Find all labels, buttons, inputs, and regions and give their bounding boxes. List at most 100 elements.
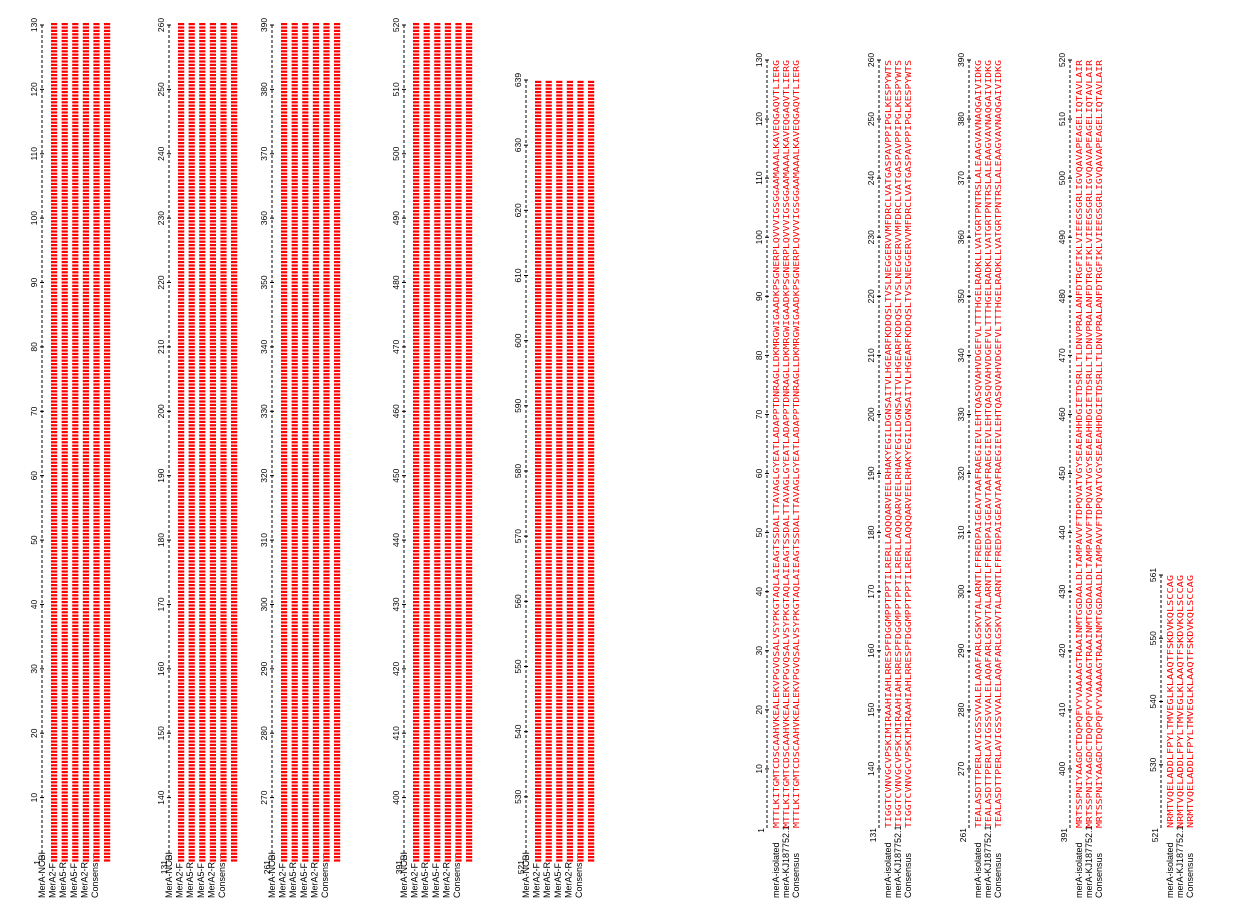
ruler-tick-label: 490 — [391, 211, 401, 225]
ruler-tick-label: 510 — [391, 82, 401, 96]
row-label: MerA-NCBI — [521, 852, 531, 898]
ruler-tick-label: 300 — [956, 584, 966, 598]
dna-block: MerA-NCBI MerA2-F MerA5-R MerA5-F MerA2-R Con… — [259, 18, 341, 898]
ruler-tick-label: 200 — [156, 404, 166, 418]
sequence-row — [535, 80, 542, 862]
protein-block: merA-isolated merA-KJ187752.1 Consensus 261… — [956, 53, 1003, 898]
sequence-row — [51, 23, 58, 862]
row-label: MerA5-R — [420, 861, 430, 898]
ruler-start: 521 — [1150, 828, 1160, 842]
row-label: MerA5-F — [553, 862, 563, 898]
row-label: MerA5-F — [299, 862, 309, 898]
ruler-tick-label: 510 — [1057, 112, 1067, 126]
ruler-tick-label: 100 — [754, 230, 764, 244]
ruler-tick-label: 620 — [513, 203, 523, 217]
row-label: MerA-NCBI — [37, 852, 47, 898]
ruler-tick-label: 550 — [1148, 631, 1158, 645]
row-label: merA-isolated — [883, 842, 893, 898]
row-label: MerA-NCBI — [399, 852, 409, 898]
ruler-start: 1 — [32, 860, 42, 865]
sequence-row — [231, 23, 238, 862]
ruler-tick-label: 400 — [391, 790, 401, 804]
ruler-tick-label: 520 — [391, 18, 401, 32]
sequence-row — [82, 23, 89, 862]
ruler-tick-label: 210 — [866, 348, 876, 362]
protein-sequence: MRTSSPNIYAAGDCTDQPQFVYVAAAAGTRAAINMTGGDA… — [1094, 60, 1104, 828]
ruler-start: 131 — [868, 828, 878, 842]
row-label: Consensus — [791, 852, 801, 898]
ruler-tick-label: 580 — [513, 464, 523, 478]
ruler-tick-label: 360 — [259, 211, 269, 225]
ruler-tick-label: 30 — [29, 664, 39, 674]
row-label: Consensus — [452, 852, 462, 898]
ruler-tick-label: 30 — [754, 646, 764, 656]
protein-sequence: MTTLKITGMTCDSCAAHVKEALEKVPGVQSALVSYPKGTA… — [771, 60, 781, 828]
ruler-tick-label: 350 — [956, 289, 966, 303]
row-label: merA-isolated — [1165, 842, 1175, 898]
ruler-tick-label: 50 — [29, 535, 39, 545]
ruler-tick-label: 430 — [1057, 584, 1067, 598]
dna-block: MerA-NCBI MerA2-F MerA5-R MerA5-F MerA2-R Con… — [391, 18, 473, 898]
sequence-row — [104, 23, 111, 862]
protein-sequence: TEALASDTTPERLAVIGSSVVALELAQAFARLGSKVTALA… — [973, 60, 983, 828]
ruler-tick-label: 220 — [866, 289, 876, 303]
ruler-tick-label: 330 — [259, 404, 269, 418]
ruler-tick-label: 490 — [1057, 230, 1067, 244]
ruler-tick-label: 240 — [866, 171, 876, 185]
ruler-tick-label: 480 — [391, 275, 401, 289]
protein-sequence: NRMTVQELADDLFPYLTMVEGLKLAAQTFSKDVKQLSCCA… — [1165, 575, 1175, 828]
ruler-start: 1 — [756, 828, 766, 833]
row-label: MerA5-F — [69, 862, 79, 898]
ruler-tick-label: 560 — [513, 594, 523, 608]
sequence-row — [455, 23, 462, 862]
ruler-tick-label: 180 — [866, 525, 876, 539]
ruler-start: 391 — [394, 860, 404, 874]
ruler-tick-label: 320 — [956, 466, 966, 480]
ruler-start: 391 — [1059, 828, 1069, 842]
sequence-row — [209, 23, 216, 862]
protein-block: merA-isolated merA-KJ187752.1 Consensus110… — [754, 53, 801, 898]
ruler-tick-label: 230 — [156, 211, 166, 225]
sequence-row — [545, 80, 552, 862]
sequence-row — [423, 23, 430, 862]
dna-block: MerA-NCBI MerA2-F MerA5-R MerA5-F MerA2-R Con… — [156, 18, 238, 898]
ruler-tick-label: 600 — [513, 333, 523, 347]
ruler-tick-label: 450 — [1057, 466, 1067, 480]
ruler-tick-label: 400 — [1057, 762, 1067, 776]
ruler-tick-label: 270 — [956, 762, 966, 776]
row-label: MerA5-F — [196, 862, 206, 898]
sequence-row — [312, 23, 319, 862]
protein-sequence: TIGGTCVNVGCVPSKIMIRAAHIAHLRRESPFDGGMPPTP… — [893, 60, 903, 828]
row-label: MerA5-F — [431, 862, 441, 898]
row-label: Consensus — [574, 852, 584, 898]
ruler-tick-label: 540 — [1148, 694, 1158, 708]
row-label: MerA2-F — [532, 862, 542, 898]
ruler-tick-label: 470 — [391, 340, 401, 354]
ruler-tick-label: 150 — [866, 702, 876, 716]
ruler-tick-label: 340 — [956, 348, 966, 362]
row-label: merA-isolated — [1074, 842, 1084, 898]
row-label: Consensus — [1185, 852, 1195, 898]
ruler-tick-label: 210 — [156, 340, 166, 354]
ruler-tick-label: 460 — [391, 404, 401, 418]
ruler-tick-label: 390 — [259, 18, 269, 32]
sequence-row — [444, 23, 451, 862]
row-label: MerA2-R — [309, 861, 319, 898]
ruler-start: 521 — [516, 860, 526, 874]
ruler-tick-label: 70 — [29, 406, 39, 416]
sequence-row — [61, 23, 68, 862]
ruler-tick-label: 20 — [29, 728, 39, 738]
ruler-tick-label: 190 — [156, 468, 166, 482]
ruler-tick-label: 370 — [259, 146, 269, 160]
ruler-tick-label: 430 — [391, 597, 401, 611]
protein-sequence: NRMTVQELADDLFPYLTMVEGLKLAAQTFSKDVKQLSCCA… — [1175, 575, 1185, 828]
ruler-tick-label: 480 — [1057, 289, 1067, 303]
ruler-start: 261 — [958, 828, 968, 842]
ruler-tick-label: 160 — [866, 643, 876, 657]
protein-sequence: MRTSSPNIYAAGDCTDQPQFVYVAAAAGTRAAINMTGGDA… — [1074, 60, 1084, 828]
ruler-tick-label: 570 — [513, 529, 523, 543]
row-label: Consensus — [993, 852, 1003, 898]
sequence-row — [291, 23, 298, 862]
ruler-tick-label: 130 — [754, 53, 764, 67]
sequence-row — [334, 23, 341, 862]
